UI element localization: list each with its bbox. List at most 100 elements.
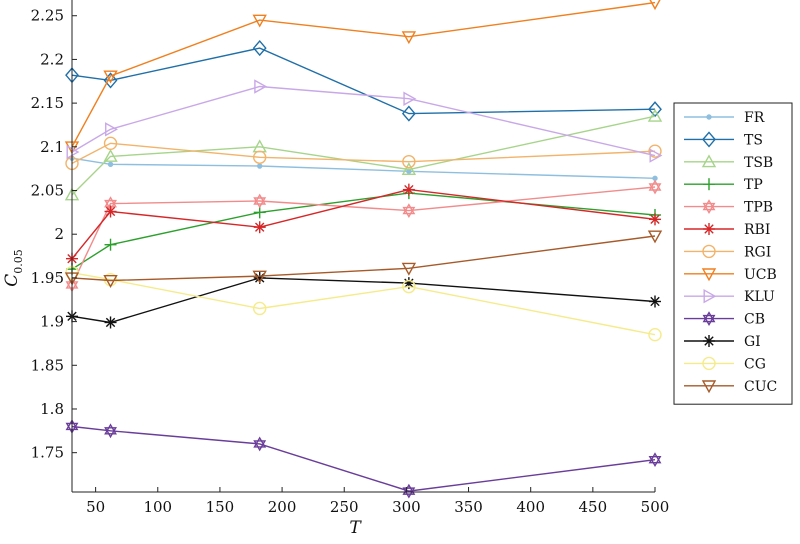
x-tick-label: 400 xyxy=(516,498,545,516)
series-gi xyxy=(66,271,661,329)
legend-label: TSB xyxy=(744,155,773,171)
data-point-cuc xyxy=(647,230,663,244)
data-point-ts xyxy=(252,39,267,57)
data-point-gi xyxy=(649,295,661,308)
data-point-rbi xyxy=(104,205,117,218)
legend-marker xyxy=(703,178,715,191)
y-axis-label: C0.05 xyxy=(2,249,25,287)
data-point-tsb xyxy=(401,162,417,176)
legend-entry-rbi: RBI xyxy=(684,222,770,238)
data-point-cb xyxy=(648,452,662,468)
series-ucb xyxy=(64,0,661,155)
series-line-gi xyxy=(71,277,656,324)
legend-marker xyxy=(701,154,717,168)
data-point-cb xyxy=(104,423,117,439)
series-line-tp xyxy=(71,192,656,270)
series-rbi xyxy=(66,183,661,265)
legend-marker xyxy=(703,289,717,304)
data-point-klu xyxy=(649,148,663,163)
data-point-tpb xyxy=(648,179,662,195)
data-point-rgi xyxy=(402,154,416,169)
data-point-tp xyxy=(104,238,117,251)
legend-label: GI xyxy=(744,334,761,350)
legend-entry-tp: TP xyxy=(684,177,763,193)
data-point-cuc xyxy=(401,262,417,276)
data-point-cg xyxy=(253,301,267,316)
legend-entry-tpb: TPB xyxy=(684,199,773,216)
legend-marker xyxy=(702,131,716,148)
x-tick-label: 350 xyxy=(454,498,483,516)
series-line-cg xyxy=(71,272,656,336)
legend-label: UCB xyxy=(744,267,777,283)
y-tick-label: 2.2 xyxy=(40,50,64,68)
legend-label: RGI xyxy=(744,244,771,260)
legend-marker xyxy=(702,311,716,326)
x-tick-label: 300 xyxy=(392,498,421,516)
y-axis-label-main: C xyxy=(2,274,22,287)
series-klu xyxy=(66,79,663,163)
legend-marker xyxy=(703,223,715,235)
legend-entry-gi: GI xyxy=(684,334,761,350)
data-point-cg xyxy=(402,279,416,294)
data-point-fr xyxy=(257,163,263,169)
legend-box xyxy=(673,102,793,405)
legend-marker xyxy=(706,114,712,120)
legend-entry-klu: KLU xyxy=(684,289,775,305)
legend-marker xyxy=(702,244,716,259)
data-point-ts xyxy=(103,72,118,89)
legend-label: TS xyxy=(744,132,763,148)
legend-entry-cb: CB xyxy=(684,311,765,328)
x-tick-label: 100 xyxy=(143,498,172,516)
x-tick-label: 50 xyxy=(86,498,105,516)
data-point-cuc xyxy=(103,275,118,288)
data-point-cb xyxy=(253,436,267,452)
data-point-rbi xyxy=(253,221,266,234)
y-tick-label: 1.85 xyxy=(31,356,64,374)
data-point-ucb xyxy=(103,70,118,84)
axes: 50 100 150 200 250 300 350 400 450 500 1.75 1.8 1.85… xyxy=(31,0,670,516)
data-point-ucb xyxy=(401,31,417,45)
data-point-rbi xyxy=(649,213,661,226)
y-axis-label-sub: 0.05 xyxy=(12,249,25,274)
series-line-cuc xyxy=(71,235,656,282)
legend-label: CG xyxy=(744,356,766,372)
data-point-ucb xyxy=(252,14,267,28)
series-line-rgi xyxy=(71,142,656,165)
series-line-rbi xyxy=(71,188,656,260)
plot-area xyxy=(64,0,663,499)
series-fr xyxy=(69,155,658,181)
series-line-cb xyxy=(71,425,656,492)
data-point-rgi xyxy=(253,150,267,165)
data-point-ts xyxy=(401,105,416,122)
legend-marker xyxy=(703,335,715,347)
x-tick-label: 500 xyxy=(641,498,670,516)
data-point-klu xyxy=(105,122,118,137)
data-point-rbi xyxy=(402,183,415,196)
y-tick-label: 2.25 xyxy=(31,7,64,25)
data-point-ucb xyxy=(649,0,661,11)
y-tick-label: 1.8 xyxy=(40,400,64,418)
legend-entry-cg: CG xyxy=(684,356,766,372)
data-point-tsb xyxy=(103,148,118,162)
data-point-rgi xyxy=(648,144,662,158)
data-point-fr xyxy=(107,161,114,167)
legend-entry-rgi: RGI xyxy=(684,244,771,260)
series-cb xyxy=(65,419,662,499)
legend-marker xyxy=(701,268,717,282)
series-ts xyxy=(65,39,662,122)
data-point-tpb xyxy=(402,203,416,219)
series-line-tsb xyxy=(71,115,656,196)
series-line-ts xyxy=(71,47,656,115)
legend-marker xyxy=(702,199,716,214)
y-tick-label: 2.05 xyxy=(31,182,64,200)
series-cuc xyxy=(64,230,663,288)
y-tick-label: 1.95 xyxy=(31,269,64,287)
y-tick-label: 1.75 xyxy=(31,444,64,462)
y-tick-label: 2 xyxy=(54,225,64,243)
legend-marker xyxy=(701,380,717,394)
data-point-tsb xyxy=(647,108,663,122)
x-axis-label: T xyxy=(349,518,362,538)
legend-label: CB xyxy=(744,312,765,328)
legend-entry-ucb: UCB xyxy=(684,267,777,283)
data-point-klu xyxy=(254,79,268,94)
